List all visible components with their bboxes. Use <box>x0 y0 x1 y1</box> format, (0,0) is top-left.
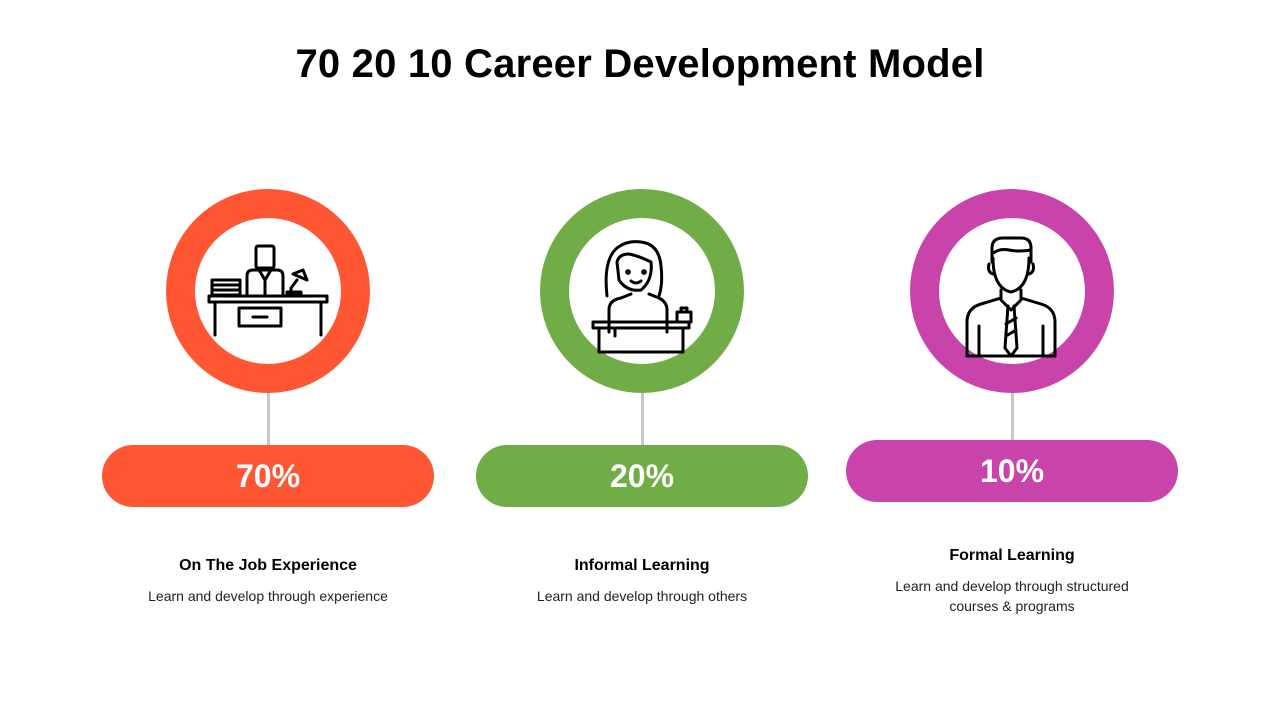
model-column-on-the-job: 70% On The Job Experience Learn and deve… <box>102 0 442 720</box>
model-column-informal: 20% Informal Learning Learn and develop … <box>476 0 816 720</box>
connector-line <box>267 393 270 445</box>
woman-at-desk-icon <box>591 240 693 354</box>
connector-line <box>641 393 644 445</box>
percent-badge: 20% <box>476 445 808 507</box>
item-heading: Informal Learning <box>574 557 710 574</box>
percent-value: 10% <box>979 452 1045 489</box>
connector-line <box>1011 393 1014 440</box>
item-description: Learn and develop through structured cou… <box>895 578 1129 614</box>
businessman-icon <box>965 236 1057 358</box>
item-heading: On The Job Experience <box>179 557 357 574</box>
item-description: Learn and develop through experience <box>148 588 388 604</box>
page-title: 70 20 10 Career Development Model <box>295 42 985 86</box>
percent-value: 20% <box>609 457 675 494</box>
item-heading: Formal Learning <box>949 547 1075 564</box>
percent-value: 70% <box>235 457 301 494</box>
ring-10 <box>910 189 1114 393</box>
percent-badge: 70% <box>102 445 434 507</box>
office-worker-desk-icon <box>207 244 329 337</box>
model-column-formal: 10% Formal Learning Learn and develop th… <box>846 0 1186 720</box>
ring-20 <box>540 189 744 393</box>
item-description: Learn and develop through others <box>536 588 748 604</box>
percent-badge: 10% <box>846 440 1178 502</box>
ring-70 <box>166 189 370 393</box>
